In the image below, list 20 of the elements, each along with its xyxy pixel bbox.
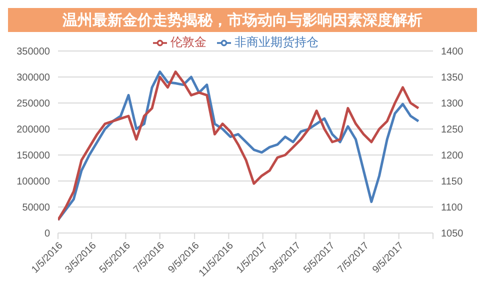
legend-label: 非商业期货持仓 — [234, 35, 318, 49]
y-tick-label: 350000 — [16, 46, 50, 58]
y2-tick-label: 1150 — [441, 176, 463, 188]
y-tick-label: 300000 — [16, 72, 50, 84]
y2-tick-label: 1100 — [441, 202, 463, 214]
y-tick-label: 200000 — [16, 124, 50, 136]
chart-title: 温州最新金价走势揭秘，市场动向与影响因素深度解析 — [8, 8, 477, 32]
y2-tick-label: 1300 — [441, 98, 464, 110]
y-tick-label: 100000 — [16, 176, 50, 188]
y-tick-label: 0 — [44, 228, 50, 240]
y2-tick-label: 1400 — [441, 46, 464, 58]
y2-tick-label: 1200 — [441, 150, 464, 162]
y-tick-label: 150000 — [16, 150, 50, 162]
line-series — [58, 70, 420, 222]
y-tick-label: 250000 — [16, 98, 50, 110]
y2-tick-label: 1350 — [441, 72, 464, 84]
y-tick-label: 50000 — [22, 202, 50, 214]
legend-label: 伦敦金 — [170, 35, 206, 49]
y2-tick-label: 1250 — [441, 124, 464, 136]
y2-tick-label: 1050 — [441, 228, 464, 240]
